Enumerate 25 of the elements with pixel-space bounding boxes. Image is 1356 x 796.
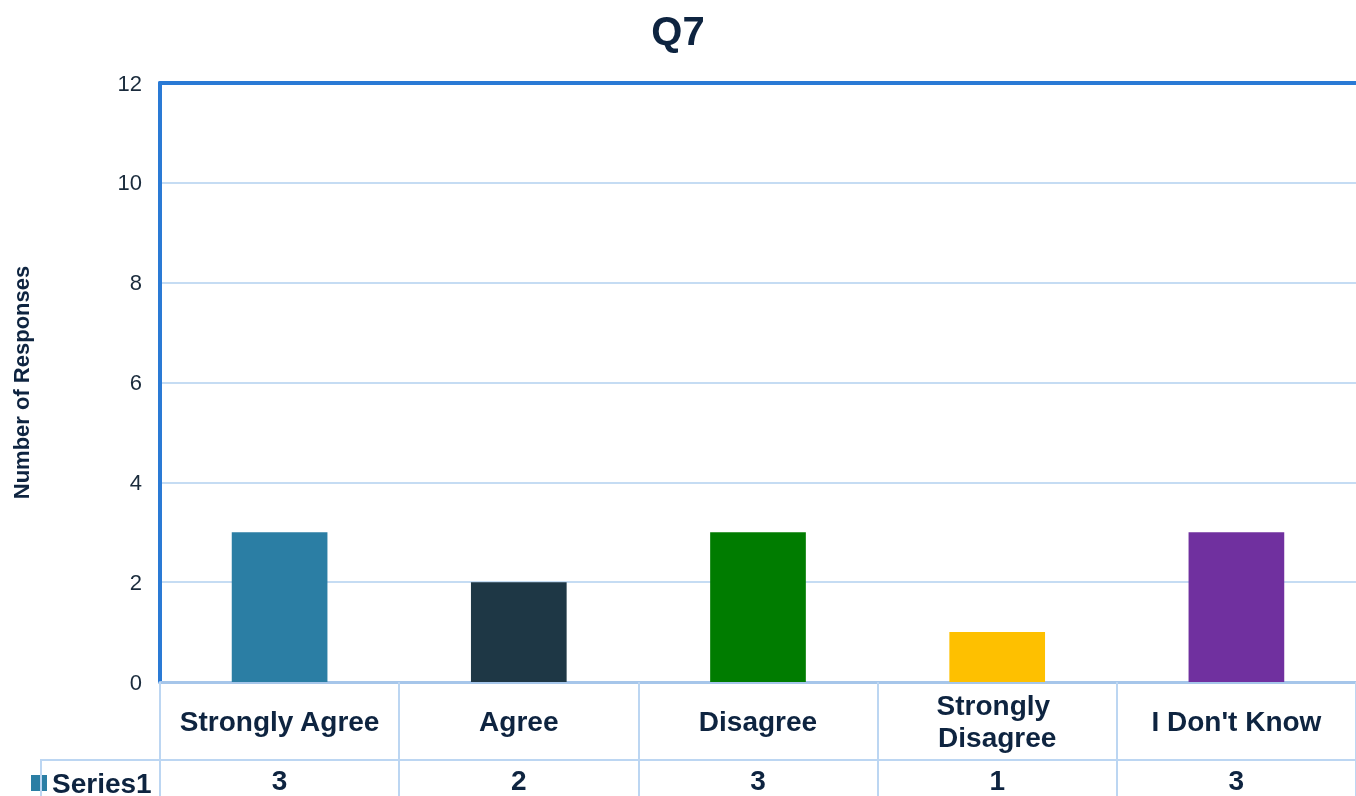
- bar: [470, 582, 567, 682]
- chart-title: Q7: [651, 9, 705, 53]
- bar: [949, 632, 1046, 682]
- y-tick-label: 8: [129, 270, 142, 296]
- y-axis-title: Number of Responses: [8, 265, 34, 500]
- x-tick-label: Strongly Agree: [179, 705, 380, 737]
- data-label: 1: [989, 764, 1005, 796]
- y-tick-label: 6: [129, 370, 142, 395]
- x-tick-label: Agree: [479, 705, 559, 737]
- x-tick-label: I Don't Know: [1151, 705, 1322, 737]
- y-tick-label: 12: [117, 70, 142, 96]
- y-tick-label: 0: [129, 669, 142, 695]
- data-label: 3: [271, 764, 288, 796]
- bar: [231, 532, 328, 682]
- y-tick-label: 4: [129, 469, 142, 495]
- bar: [710, 532, 806, 682]
- data-label: 3: [1228, 764, 1245, 796]
- y-tick-label: 10: [117, 170, 142, 196]
- legend-label: Series1: [52, 767, 152, 796]
- x-tick-label: Strongly Disagree: [936, 689, 1058, 753]
- y-tick-label: 2: [129, 569, 142, 595]
- x-tick-label: Disagree: [698, 705, 818, 737]
- data-label: 3: [750, 764, 766, 796]
- data-label: 2: [511, 764, 527, 796]
- bar: [1188, 532, 1285, 682]
